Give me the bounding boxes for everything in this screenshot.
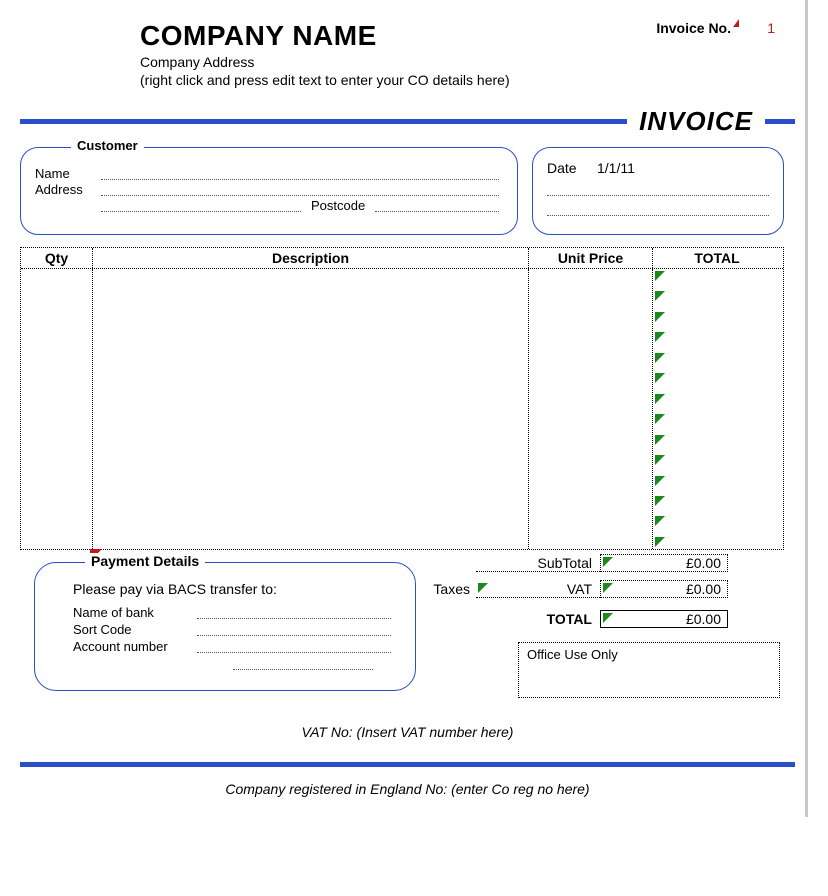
date-label: Date xyxy=(547,160,597,176)
date-box: Date 1/1/11 xyxy=(532,147,784,235)
customer-postcode-row: Postcode xyxy=(35,198,503,213)
marker-icon xyxy=(655,435,665,445)
company-block: COMPANY NAME Company Address (right clic… xyxy=(140,20,510,88)
desc-cells[interactable] xyxy=(93,269,529,549)
vat-row: Taxes VAT £0.00 xyxy=(416,576,784,602)
totals-area: Payment Details Please pay via BACS tran… xyxy=(20,550,784,698)
info-boxes: Customer Name Address Postcode Date 1/1/… xyxy=(20,147,795,235)
acct-label: Account number xyxy=(73,639,193,654)
subtotal-label: SubTotal xyxy=(476,555,600,572)
marker-icon xyxy=(655,414,665,424)
invoice-page: COMPANY NAME Company Address (right clic… xyxy=(0,0,808,817)
rule-left xyxy=(20,119,627,124)
col-unit-price: Unit Price xyxy=(529,248,653,268)
payment-box: Payment Details Please pay via BACS tran… xyxy=(34,562,416,691)
marker-icon xyxy=(733,19,739,27)
sort-row: Sort Code xyxy=(55,622,395,637)
office-use-box: Office Use Only xyxy=(518,642,780,698)
marker-icon xyxy=(655,455,665,465)
subtotal-row: SubTotal £0.00 xyxy=(416,550,784,576)
name-label: Name xyxy=(35,166,97,181)
invoice-title: INVOICE xyxy=(627,106,765,137)
marker-icon xyxy=(603,557,613,567)
company-hint: (right click and press edit text to ente… xyxy=(140,72,510,88)
address-field-2[interactable] xyxy=(101,198,301,212)
title-rule: INVOICE xyxy=(20,106,795,137)
name-field[interactable] xyxy=(101,166,499,180)
extra-field[interactable] xyxy=(233,656,373,670)
address-field[interactable] xyxy=(101,182,499,196)
acct-field[interactable] xyxy=(197,639,391,653)
marker-icon xyxy=(478,583,488,593)
sort-field[interactable] xyxy=(197,622,391,636)
customer-name-row: Name xyxy=(35,166,503,181)
col-total: TOTAL xyxy=(653,248,781,268)
col-qty: Qty xyxy=(21,248,93,268)
col-description: Description xyxy=(93,248,529,268)
items-header: Qty Description Unit Price TOTAL xyxy=(21,248,783,269)
customer-box: Customer Name Address Postcode xyxy=(20,147,518,235)
rule-right xyxy=(765,119,795,124)
marker-icon xyxy=(655,537,665,547)
marker-icon xyxy=(655,312,665,322)
sort-label: Sort Code xyxy=(73,622,193,637)
invoice-number-label: Invoice No. xyxy=(656,20,739,36)
items-table: Qty Description Unit Price TOTAL xyxy=(20,247,784,550)
invoice-number-value: 1 xyxy=(745,20,775,36)
marker-icon xyxy=(655,373,665,383)
marker-icon xyxy=(655,271,665,281)
total-row: TOTAL £0.00 xyxy=(416,606,784,632)
bank-field[interactable] xyxy=(197,605,391,619)
invoice-number-block: Invoice No. 1 xyxy=(656,20,775,36)
marker-icon xyxy=(655,353,665,363)
totals-side: SubTotal £0.00 Taxes VAT £0.00 TOTAL £0.… xyxy=(416,550,784,698)
marker-icon xyxy=(655,476,665,486)
total-label: TOTAL xyxy=(476,611,600,627)
items-body[interactable] xyxy=(21,269,783,549)
payment-legend: Payment Details xyxy=(85,553,205,569)
marker-icon xyxy=(603,583,613,593)
bank-label: Name of bank xyxy=(73,605,193,620)
taxes-label: Taxes xyxy=(416,581,476,597)
address-label: Address xyxy=(35,182,97,197)
total-value: £0.00 xyxy=(600,610,728,628)
marker-icon xyxy=(655,496,665,506)
bank-row: Name of bank xyxy=(55,605,395,620)
company-name: COMPANY NAME xyxy=(140,20,510,52)
date-line xyxy=(547,182,769,196)
marker-icon xyxy=(655,516,665,526)
payment-instruction: Please pay via BACS transfer to: xyxy=(73,581,395,597)
vat-footer: VAT No: (Insert VAT number here) xyxy=(20,724,795,740)
subtotal-value: £0.00 xyxy=(600,554,728,572)
company-address: Company Address xyxy=(140,54,510,70)
customer-legend: Customer xyxy=(71,138,144,153)
vat-label: VAT xyxy=(476,581,600,598)
postcode-label: Postcode xyxy=(305,198,371,213)
total-cells xyxy=(653,269,781,549)
qty-cells[interactable] xyxy=(21,269,93,549)
office-use-label: Office Use Only xyxy=(527,647,618,662)
marker-icon xyxy=(655,394,665,404)
footer-rule xyxy=(20,762,795,767)
customer-address-row: Address xyxy=(35,182,503,197)
date-line-2 xyxy=(547,202,769,216)
postcode-field[interactable] xyxy=(375,198,499,212)
vat-value: £0.00 xyxy=(600,580,728,598)
acct-row: Account number xyxy=(55,639,395,654)
unit-cells[interactable] xyxy=(529,269,653,549)
reg-footer: Company registered in England No: (enter… xyxy=(20,781,795,797)
header: COMPANY NAME Company Address (right clic… xyxy=(20,20,795,88)
date-value: 1/1/11 xyxy=(597,160,769,176)
extra-row xyxy=(55,656,395,670)
marker-icon xyxy=(655,291,665,301)
marker-icon xyxy=(603,613,613,623)
date-row: Date 1/1/11 xyxy=(547,160,769,176)
payment-side: Payment Details Please pay via BACS tran… xyxy=(20,550,416,698)
marker-icon xyxy=(655,332,665,342)
